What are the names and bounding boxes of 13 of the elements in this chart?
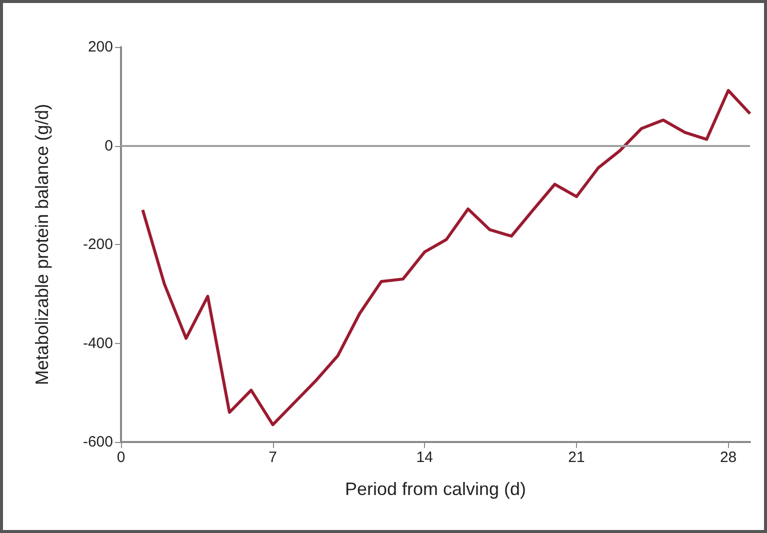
y-axis-title: Metabolizable protein balance (g/d) — [32, 104, 52, 386]
y-tick-label: 200 — [88, 38, 113, 56]
x-tick-label: 0 — [116, 449, 126, 466]
x-axis-title: Period from calving (d) — [344, 479, 526, 499]
y-tick-label: -200 — [82, 236, 113, 253]
x-tick-label: 14 — [416, 449, 433, 466]
x-tick-label: 21 — [568, 449, 585, 466]
line-series — [141, 88, 752, 426]
y-tick-label: -400 — [82, 334, 113, 352]
y-tick-label: -600 — [82, 434, 113, 450]
y-tick-label: 0 — [104, 137, 113, 154]
x-tick-label: 7 — [268, 449, 277, 466]
x-tick-label: 28 — [720, 449, 737, 466]
